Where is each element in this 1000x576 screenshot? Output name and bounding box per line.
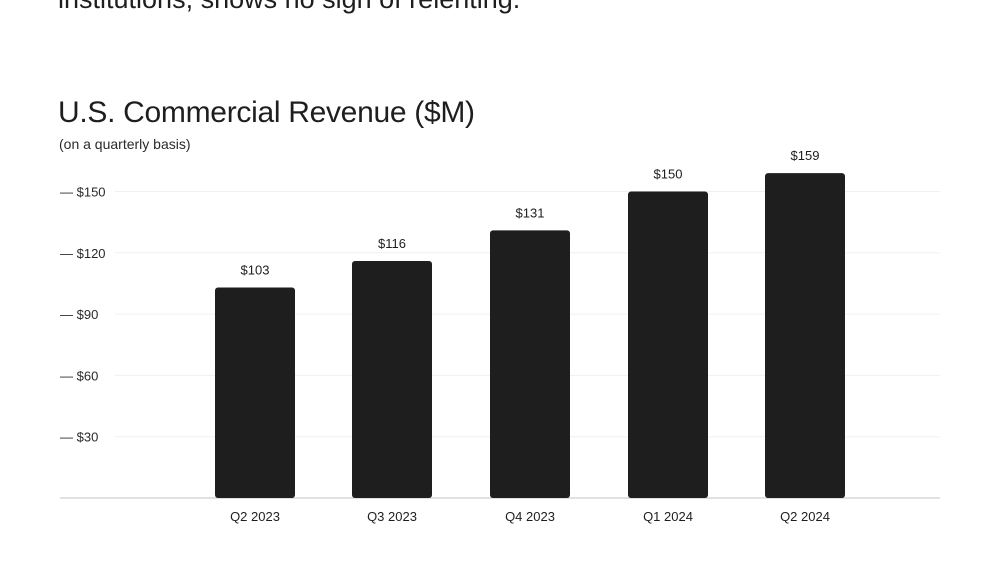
- chart-subtitle: (on a quarterly basis): [59, 136, 191, 152]
- y-tick-label: — $150: [60, 185, 106, 200]
- bar-value-label: $131: [516, 205, 545, 220]
- y-tick-label: — $90: [60, 307, 98, 322]
- bar-value-label: $103: [241, 263, 270, 278]
- bar: [490, 230, 570, 498]
- bar: [352, 260, 432, 498]
- x-tick-label: Q2 2023: [230, 509, 280, 524]
- bar-value-label: $116: [378, 236, 406, 251]
- y-tick-label: — $120: [60, 246, 106, 261]
- y-tick-label: — $60: [60, 368, 98, 383]
- chart-title: U.S. Commercial Revenue ($M): [58, 96, 475, 129]
- x-tick-label: Q2 2024: [780, 509, 830, 524]
- x-tick-label: Q3 2023: [367, 509, 417, 524]
- bar: [215, 287, 295, 498]
- x-tick-label: Q1 2024: [643, 509, 693, 524]
- bar: [765, 173, 845, 498]
- bar-value-label: $159: [791, 148, 820, 163]
- x-tick-label: Q4 2023: [505, 509, 555, 524]
- bar-value-label: $150: [654, 167, 683, 182]
- bar: [628, 191, 708, 498]
- y-tick-label: — $30: [60, 430, 98, 445]
- clipped-paragraph-text: institutions, shows no sign of relenting…: [58, 0, 520, 15]
